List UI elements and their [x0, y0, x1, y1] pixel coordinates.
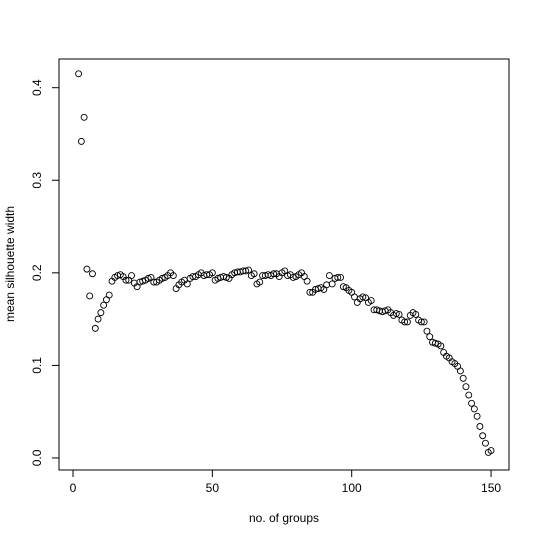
point	[468, 399, 475, 407]
point	[97, 309, 105, 317]
point	[476, 423, 484, 430]
x-axis-title: no. of groups	[249, 511, 319, 525]
point	[367, 297, 375, 305]
point	[417, 318, 425, 326]
point	[242, 267, 250, 275]
point	[323, 281, 331, 289]
point	[139, 277, 147, 285]
point	[403, 318, 411, 326]
point	[459, 374, 467, 382]
x-tick-label: 100	[342, 481, 362, 495]
point	[456, 367, 464, 375]
point	[122, 276, 130, 284]
point	[339, 283, 347, 291]
point	[328, 280, 336, 288]
point	[401, 318, 409, 326]
point	[86, 292, 94, 300]
point	[303, 277, 311, 285]
point	[462, 383, 470, 391]
point	[77, 137, 85, 145]
point	[395, 311, 403, 318]
point	[412, 311, 420, 318]
x-tick-label: 0	[70, 481, 77, 495]
point	[75, 70, 83, 78]
point	[128, 272, 135, 280]
point	[83, 265, 91, 273]
point	[158, 274, 166, 282]
point	[426, 333, 434, 341]
point	[91, 324, 99, 332]
point	[437, 342, 445, 350]
point	[479, 432, 487, 440]
point	[94, 315, 102, 323]
point	[420, 318, 428, 326]
plot-box	[58, 58, 510, 471]
y-axis-title: mean silhouette width	[3, 206, 17, 322]
point	[144, 274, 152, 282]
point	[105, 291, 113, 299]
point	[359, 293, 367, 301]
point	[100, 301, 108, 309]
point	[208, 269, 216, 277]
point	[487, 447, 495, 455]
point	[89, 270, 96, 278]
point	[470, 405, 478, 413]
point	[325, 272, 333, 280]
point	[245, 266, 253, 274]
point	[306, 288, 314, 296]
y-tick-label: 0.3	[30, 172, 44, 189]
point	[270, 270, 278, 278]
y-tick-label: 0.0	[30, 449, 44, 466]
point	[337, 274, 344, 281]
point	[289, 274, 297, 281]
point	[351, 293, 358, 301]
x-tick-label: 50	[206, 481, 220, 495]
point	[250, 270, 258, 278]
point	[256, 278, 264, 286]
point	[334, 274, 342, 281]
point	[423, 327, 431, 335]
point	[169, 272, 177, 280]
y-tick-label: 0.1	[30, 357, 44, 374]
point	[473, 412, 481, 420]
point	[183, 280, 191, 288]
y-tick-label: 0.4	[30, 79, 44, 96]
point	[465, 391, 473, 399]
x-tick-label: 150	[481, 481, 501, 495]
point	[392, 310, 400, 318]
y-tick-label: 0.2	[30, 264, 44, 281]
point	[222, 274, 230, 281]
point	[80, 113, 88, 121]
point	[482, 439, 489, 447]
point	[431, 339, 439, 347]
